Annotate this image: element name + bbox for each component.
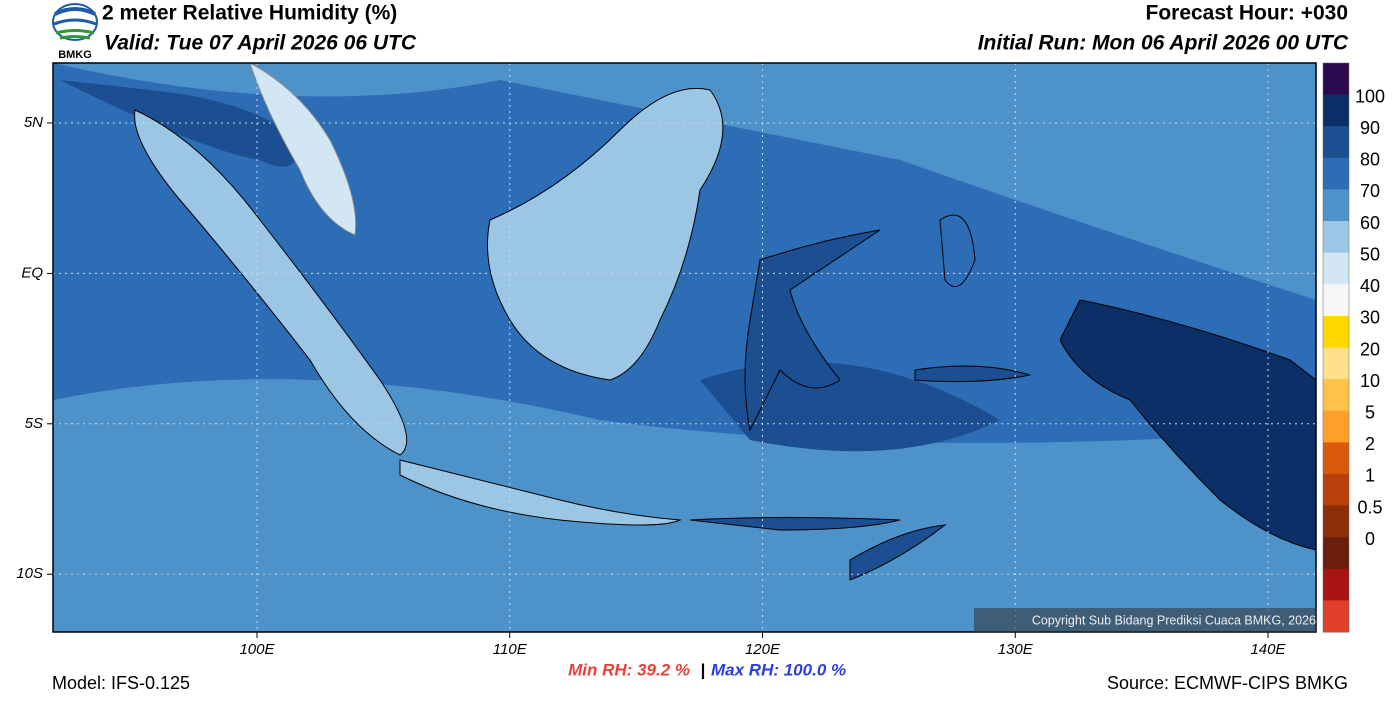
max-rh: Max RH: 100.0 % — [711, 660, 846, 679]
colorbar: 100 90 80 70 60 50 40 30 20 10 5 2 1 0.5 0 — [1322, 62, 1385, 633]
separator: | — [701, 660, 706, 679]
lon-label: 130E — [998, 641, 1034, 658]
colorbar-swatch — [1323, 189, 1349, 222]
colorbar-swatch — [1323, 473, 1349, 507]
lon-label: 120E — [745, 641, 781, 658]
lat-label: EQ — [21, 264, 43, 281]
colorbar-label: 2 — [1365, 434, 1375, 454]
title: 2 meter Relative Humidity (%) — [102, 2, 397, 25]
colorbar-swatch — [1323, 442, 1349, 475]
forecast-hour: Forecast Hour: +030 — [1146, 2, 1349, 25]
colorbar-label: 0 — [1365, 529, 1375, 549]
map-frame — [52, 62, 1317, 633]
colorbar-swatch — [1323, 347, 1349, 380]
logo — [52, 3, 98, 41]
model: Model: IFS-0.125 — [52, 673, 190, 693]
colorbar-swatch — [1323, 537, 1349, 570]
colorbar-swatch — [1323, 221, 1349, 254]
min-rh: Min RH: 39.2 % — [568, 660, 690, 679]
lon-label: 100E — [239, 641, 275, 658]
colorbar-swatch — [1323, 568, 1349, 601]
lat-label: 5S — [25, 415, 43, 432]
colorbar-label: 50 — [1360, 244, 1380, 264]
colorbar-label: 1 — [1365, 466, 1375, 486]
copyright-box — [974, 608, 1316, 632]
colorbar-swatch — [1323, 410, 1349, 443]
map — [53, 63, 1316, 632]
colorbar-swatch — [1323, 379, 1349, 412]
colorbar-label: 60 — [1360, 213, 1380, 233]
colorbar-label: 20 — [1360, 339, 1380, 359]
source: Source: ECMWF-CIPS BMKG — [1107, 673, 1348, 693]
colorbar-label: 30 — [1360, 308, 1380, 328]
colorbar-swatch — [1323, 315, 1349, 348]
lat-label: 10S — [16, 565, 43, 582]
colorbar-label: 70 — [1360, 181, 1380, 201]
logo-text: BMKG — [58, 49, 92, 61]
initial-run: Initial Run: Mon 06 April 2026 00 UTC — [978, 32, 1349, 55]
colorbar-label: 40 — [1360, 276, 1380, 296]
colorbar-label: 10 — [1360, 371, 1380, 391]
colorbar-frame — [1322, 62, 1350, 633]
copyright: Copyright Sub Bidang Prediksi Cuaca BMKG… — [1032, 613, 1316, 627]
colorbar-swatch — [1323, 252, 1349, 285]
colorbar-label: 100 — [1355, 86, 1385, 106]
lon-label: 110E — [493, 641, 528, 658]
colorbar-swatch — [1323, 63, 1349, 96]
valid-time: Valid: Tue 07 April 2026 06 UTC — [104, 32, 417, 55]
colorbar-label: 0.5 — [1357, 497, 1382, 517]
colorbar-swatch — [1323, 284, 1349, 317]
lon-label: 140E — [1250, 641, 1286, 658]
colorbar-label: 90 — [1360, 118, 1380, 138]
lat-label: 5N — [24, 114, 43, 131]
colorbar-label: 80 — [1360, 150, 1380, 170]
graticule: 5N EQ 5S 10S 100E 110E 120E 130E 140E — [16, 63, 1316, 658]
colorbar-swatch — [1323, 94, 1349, 127]
colorbar-swatch — [1323, 600, 1349, 633]
colorbar-swatch — [1323, 157, 1349, 190]
colorbar-swatch — [1323, 126, 1349, 159]
colorbar-label: 5 — [1365, 402, 1375, 422]
colorbar-swatch — [1323, 505, 1349, 538]
